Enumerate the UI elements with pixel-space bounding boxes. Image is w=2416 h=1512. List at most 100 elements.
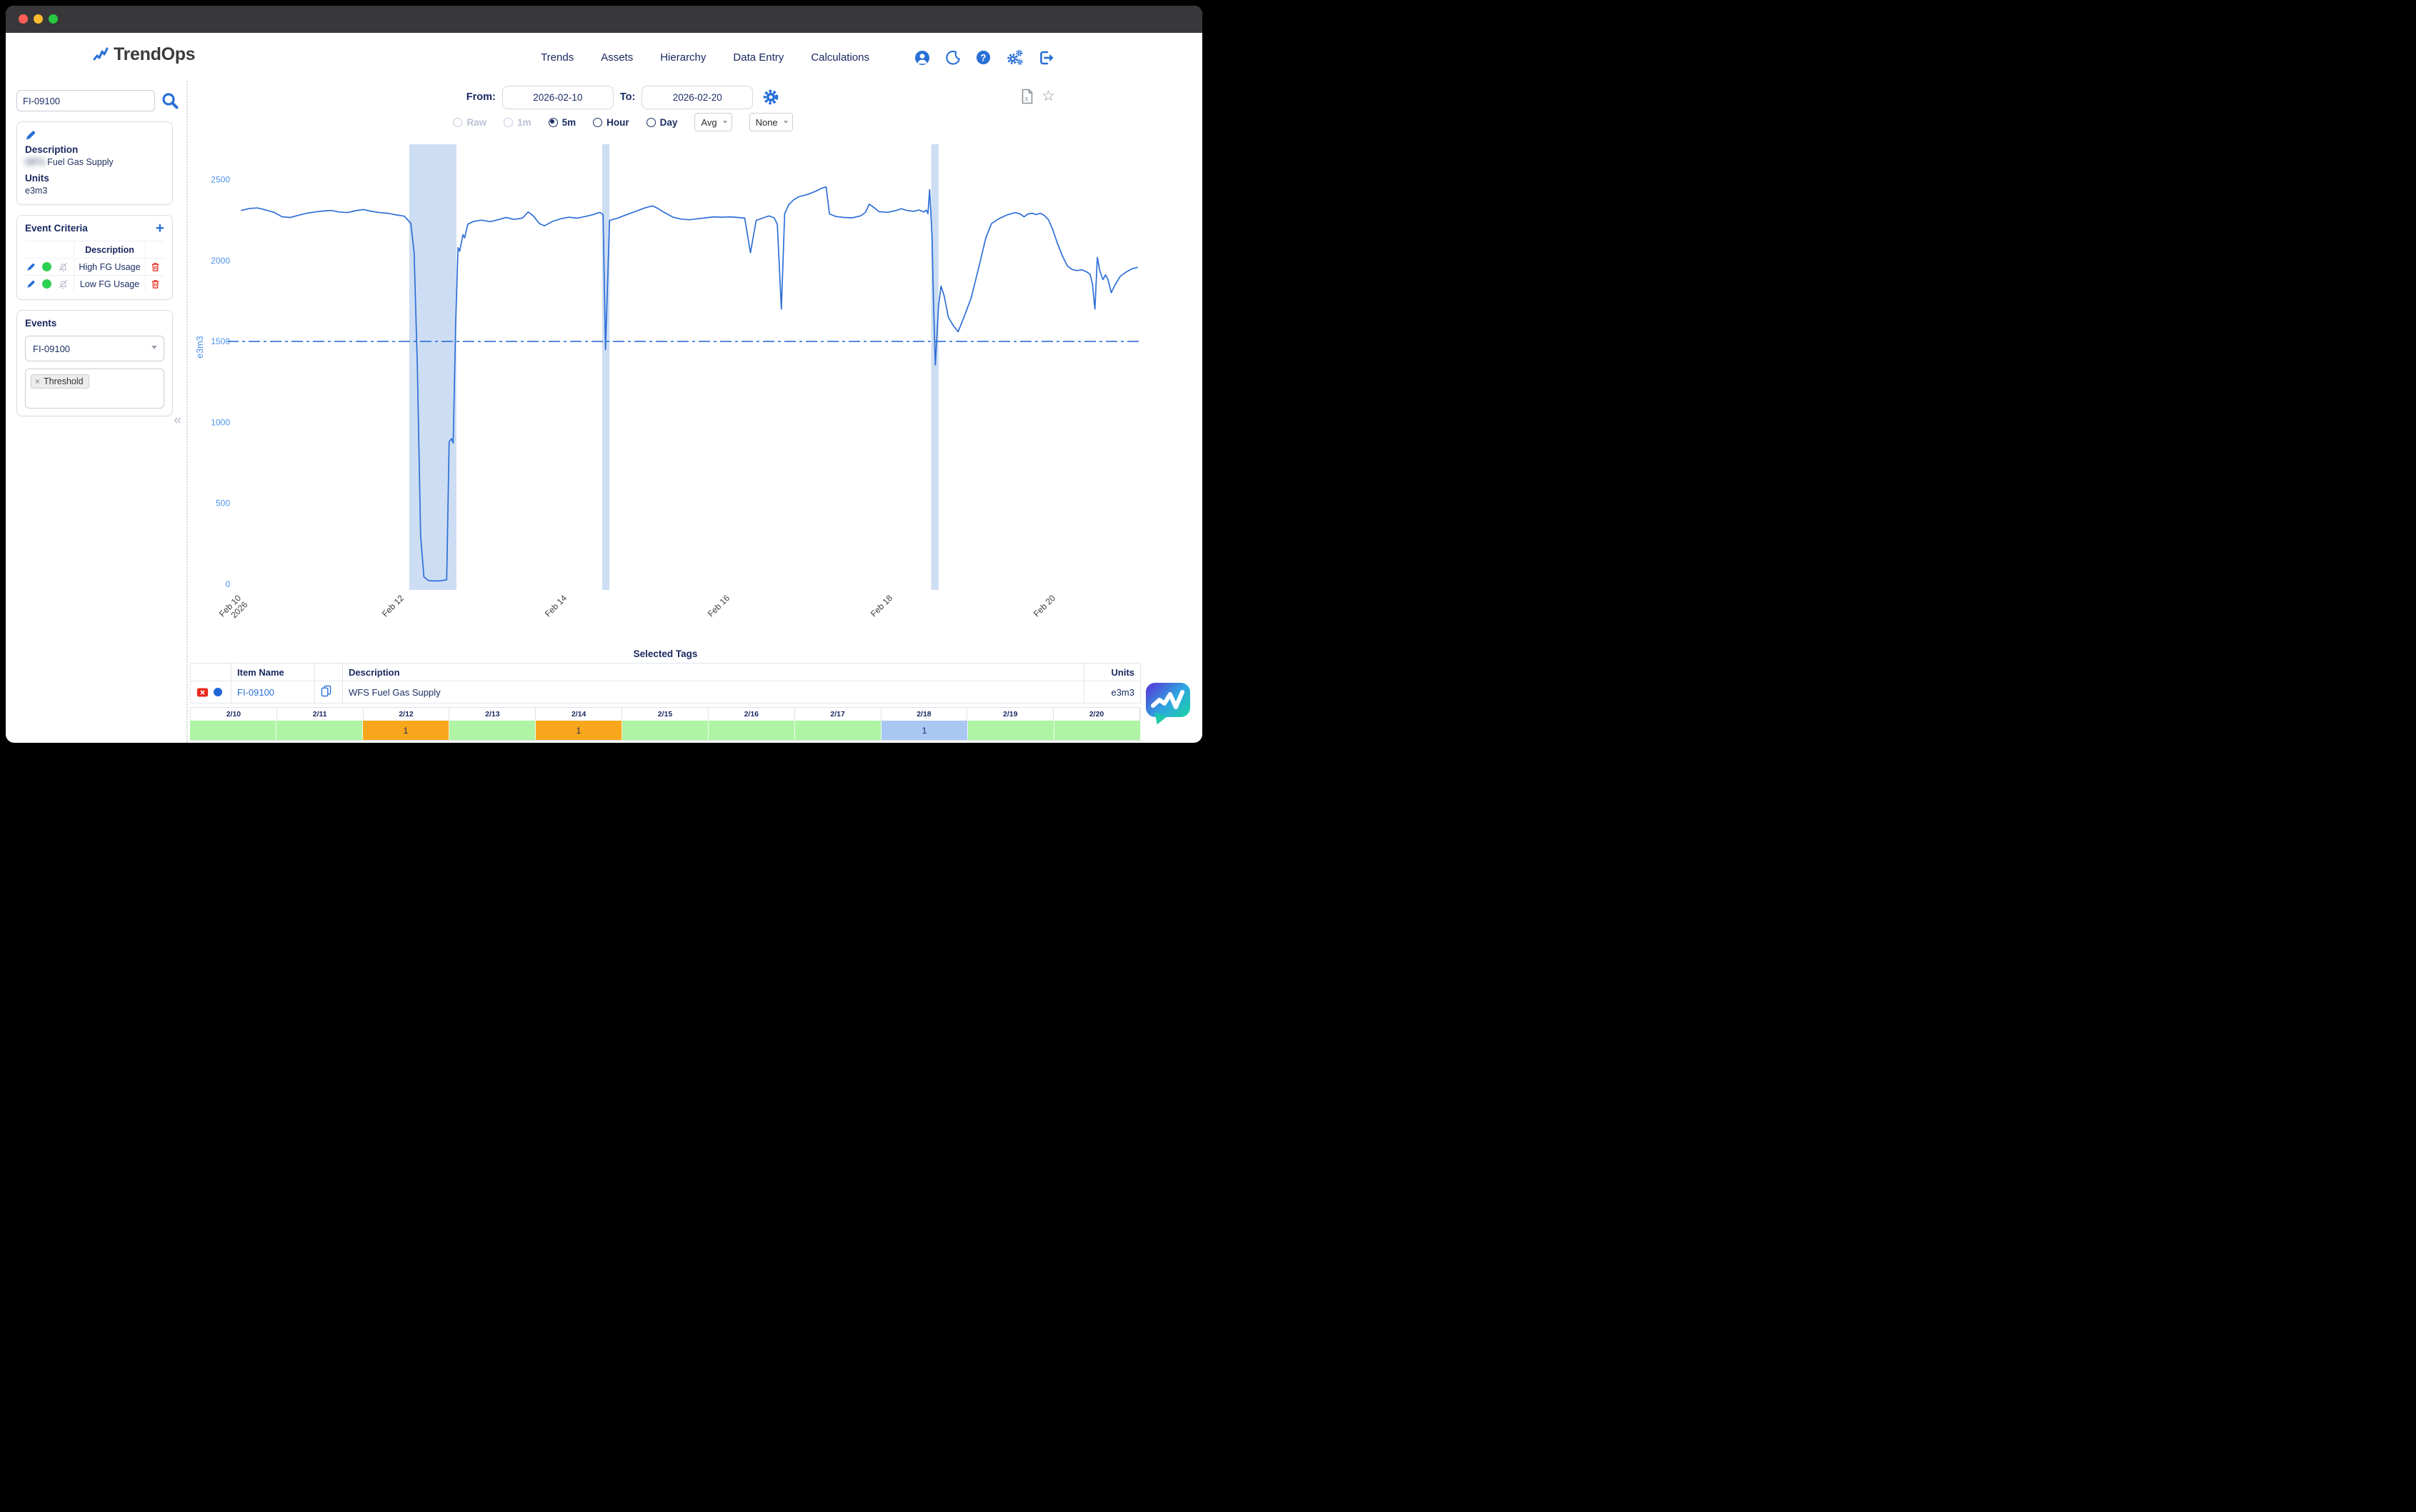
day-strip-cell[interactable] — [1054, 721, 1141, 740]
resolution-hour[interactable]: Hour — [593, 117, 629, 128]
event-band — [931, 144, 939, 590]
events-card: Events FI-09100 × Threshold — [16, 310, 173, 416]
criteria-row: Low FG Usage — [25, 276, 164, 292]
resolution-1m[interactable]: 1m — [504, 117, 531, 128]
minimize-window-button[interactable] — [34, 14, 43, 24]
events-title: Events — [25, 318, 57, 329]
day-strip-date: 2/14 — [536, 708, 623, 721]
event-band — [602, 144, 610, 590]
aggregation-select[interactable]: Avg — [694, 113, 732, 131]
y-tick-label: 1000 — [211, 417, 230, 427]
signout-icon[interactable] — [1038, 49, 1055, 66]
chevron-down-icon — [783, 121, 788, 124]
add-criteria-button[interactable]: + — [155, 219, 164, 236]
tag-info-card: Description WFS Fuel Gas Supply Units e3… — [16, 121, 173, 205]
remove-chip-icon[interactable]: × — [35, 376, 41, 386]
nav-hierarchy[interactable]: Hierarchy — [660, 51, 707, 64]
filter-chip-threshold: × Threshold — [31, 374, 89, 389]
main-nav: Trends Assets Hierarchy Data Entry Calcu… — [514, 49, 1055, 66]
events-tag-select[interactable]: FI-09100 — [25, 336, 164, 361]
day-strip-date: 2/20 — [1054, 708, 1140, 721]
day-strip-date: 2/16 — [709, 708, 795, 721]
chevron-down-icon — [722, 121, 727, 124]
window-titlebar — [6, 6, 1202, 33]
overlay-select[interactable]: None — [749, 113, 793, 131]
day-strip-cell[interactable]: 1 — [882, 721, 968, 740]
day-strip-cell[interactable] — [795, 721, 882, 740]
resolution-day[interactable]: Day — [646, 117, 677, 128]
moon-icon[interactable] — [945, 50, 961, 66]
description-label: Description — [25, 144, 79, 155]
chart-controls: From: To: Raw 1m 5m Hour Day Avg None — [187, 85, 1059, 131]
app-header: TrendOps Trends Assets Hierarchy Data En… — [6, 33, 1202, 83]
from-date-input[interactable] — [501, 85, 614, 109]
nav-trends[interactable]: Trends — [541, 51, 574, 64]
nav-data-entry[interactable]: Data Entry — [733, 51, 784, 64]
user-icon[interactable] — [914, 49, 931, 66]
tag-item-link[interactable]: FI-09100 — [237, 686, 275, 698]
day-strip-date: 2/17 — [795, 708, 882, 721]
day-strip-date: 2/12 — [364, 708, 450, 721]
nav-calculations[interactable]: Calculations — [811, 51, 869, 64]
y-tick-label: 2500 — [211, 175, 230, 185]
from-label: From: — [466, 91, 496, 103]
help-icon[interactable]: ? — [975, 49, 992, 66]
day-strip-cell[interactable] — [449, 721, 536, 740]
bell-slash-icon[interactable] — [58, 261, 69, 272]
close-window-button[interactable] — [19, 14, 28, 24]
x-tick-label: Feb 18 — [869, 593, 895, 619]
trend-series-line — [241, 186, 1138, 582]
edit-pencil-icon[interactable] — [26, 262, 36, 271]
day-strip-cell[interactable] — [190, 721, 276, 740]
app-window: TrendOps Trends Assets Hierarchy Data En… — [6, 6, 1202, 743]
x-tick-label: Feb 20 — [1032, 593, 1058, 619]
day-strip-cell[interactable]: 1 — [363, 721, 449, 740]
criteria-active-dot[interactable] — [42, 279, 51, 289]
day-strip-cell[interactable] — [276, 721, 363, 740]
edit-pencil-icon[interactable] — [26, 279, 36, 289]
day-strip-cell[interactable] — [622, 721, 709, 740]
copy-icon[interactable] — [321, 685, 331, 697]
day-strip-cell[interactable] — [968, 721, 1054, 740]
description-value: WFS Fuel Gas Supply — [25, 157, 114, 167]
event-band — [409, 144, 456, 590]
bell-slash-icon[interactable] — [58, 279, 69, 289]
criteria-description-header: Description — [74, 241, 146, 258]
criteria-active-dot[interactable] — [42, 262, 51, 271]
collapse-sidebar-button[interactable]: « — [174, 413, 181, 428]
day-summary-strip: 2/10 2/11 2/12 2/13 2/14 2/15 2/16 2/17 2/18 2/19… — [190, 707, 1141, 741]
units-header: Units — [1084, 663, 1141, 681]
day-strip-cell[interactable] — [709, 721, 795, 740]
item-name-header: Item Name — [231, 663, 315, 681]
day-strip-date: 2/13 — [449, 708, 536, 721]
brand-logo[interactable]: TrendOps — [93, 44, 196, 65]
trash-icon[interactable] — [146, 261, 164, 272]
favorite-star-icon[interactable]: ☆ — [1042, 88, 1055, 104]
criteria-description: Low FG Usage — [74, 276, 146, 292]
maximize-window-button[interactable] — [49, 14, 58, 24]
svg-text:x: x — [1024, 94, 1029, 103]
events-filter-box[interactable]: × Threshold — [25, 369, 164, 409]
sidebar: Description WFS Fuel Gas Supply Units e3… — [11, 81, 179, 416]
edit-pencil-icon[interactable] — [25, 129, 36, 141]
resolution-raw[interactable]: Raw — [453, 117, 486, 128]
resolution-5m[interactable]: 5m — [548, 117, 576, 128]
excel-export-icon[interactable]: x — [1020, 89, 1034, 104]
y-tick-label: 2000 — [211, 256, 230, 266]
to-date-input[interactable] — [642, 85, 754, 109]
x-tick-label: Feb 16 — [706, 593, 732, 619]
nav-assets[interactable]: Assets — [601, 51, 634, 64]
day-strip-cell[interactable]: 1 — [536, 721, 622, 740]
search-icon[interactable] — [161, 91, 179, 110]
day-strip-date: 2/11 — [277, 708, 364, 721]
gears-icon[interactable] — [1006, 49, 1024, 66]
day-strip-date: 2/18 — [882, 708, 968, 721]
trash-icon[interactable] — [146, 279, 164, 289]
remove-tag-icon[interactable] — [196, 687, 209, 698]
search-input[interactable] — [16, 90, 155, 111]
selected-tags-table: Item Name Description Units FI-09100 — [190, 663, 1141, 704]
settings-gear-icon[interactable] — [762, 89, 779, 106]
table-row: FI-09100 WFS Fuel Gas Supply e3m3 — [190, 681, 1141, 704]
series-color-dot — [214, 688, 222, 696]
